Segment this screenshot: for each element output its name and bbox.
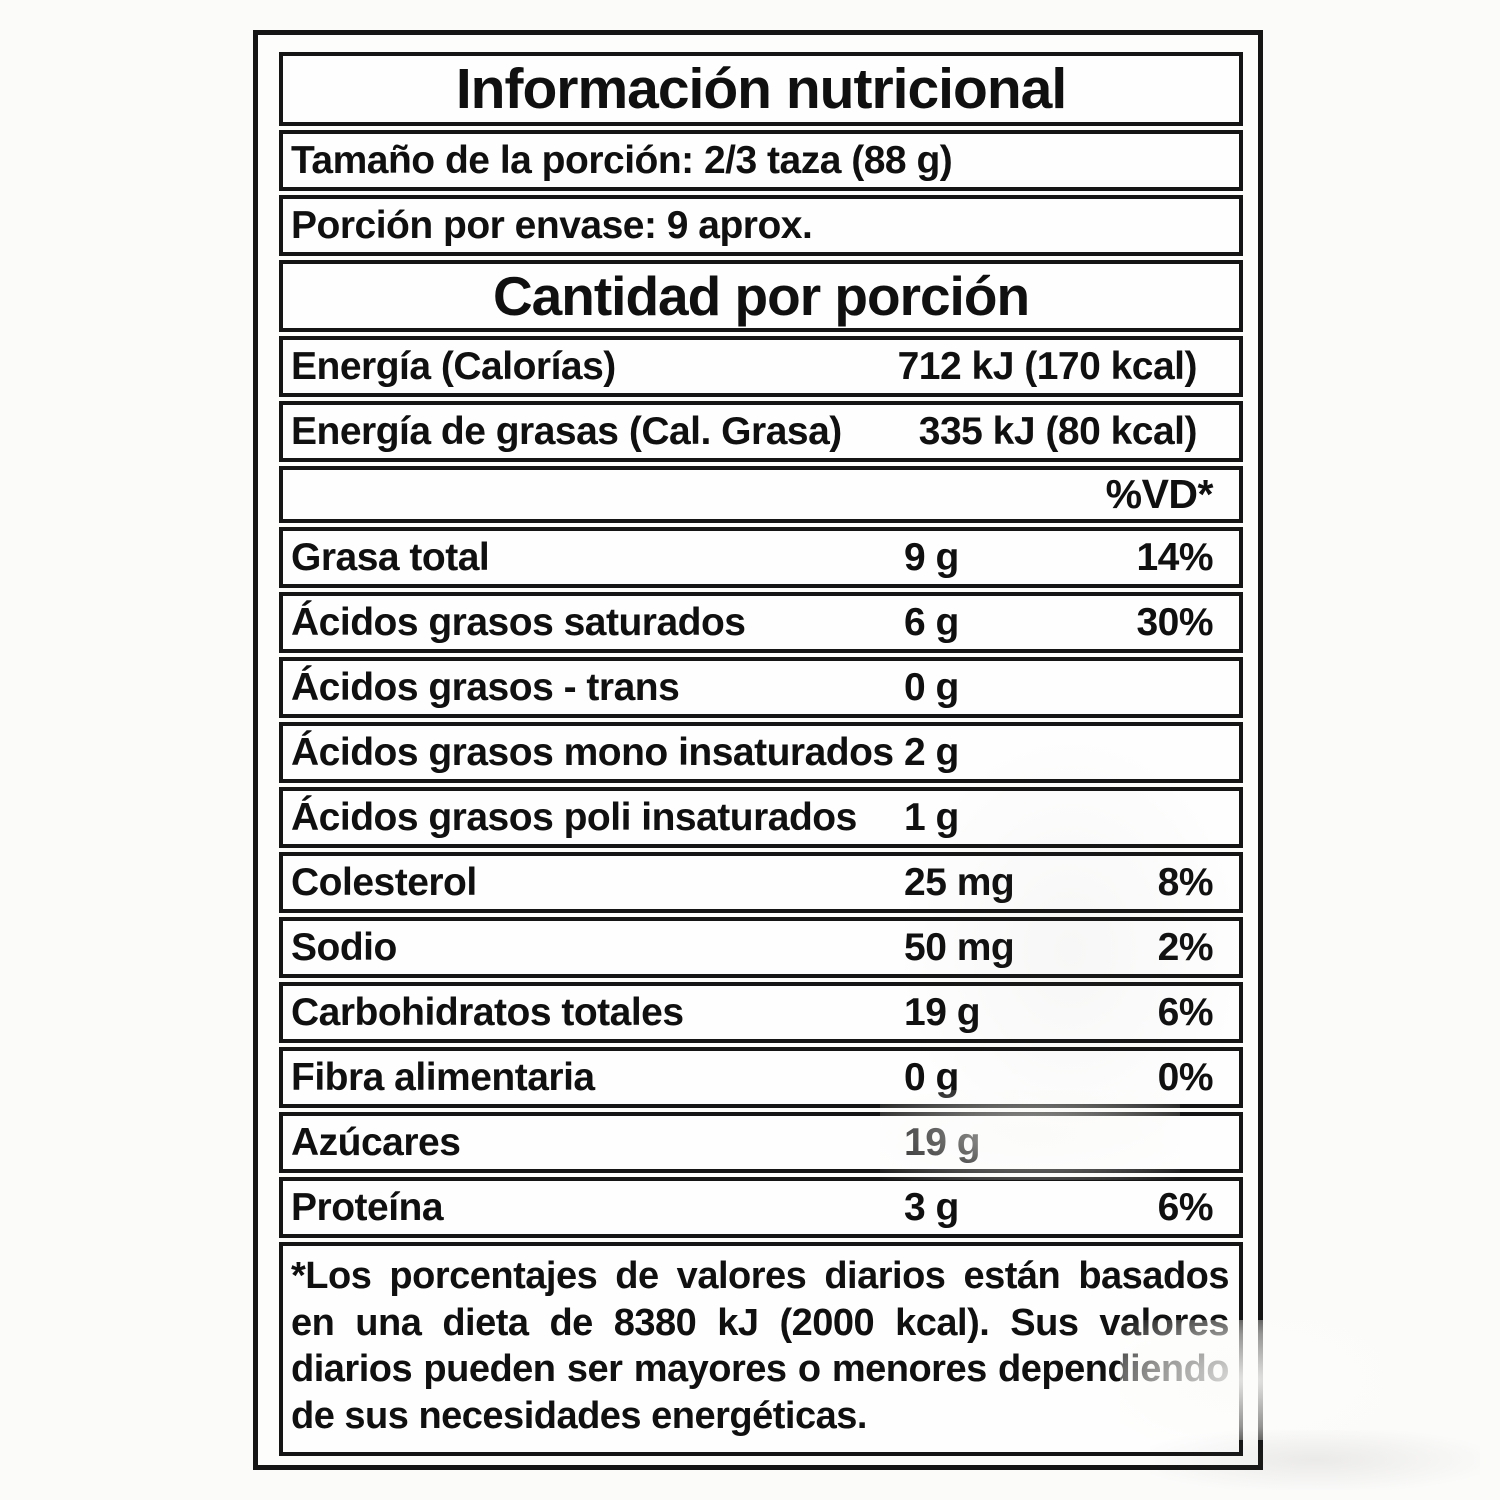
label-title: Información nutricional xyxy=(279,52,1243,126)
nutrient-row: Ácidos grasos - trans 0 g xyxy=(279,657,1243,718)
nutrient-row-name: Ácidos grasos saturados xyxy=(291,600,746,644)
nutrition-label: Información nutricional Tamaño de la por… xyxy=(253,30,1263,1470)
footnote: *Los porcentajes de valores diarios está… xyxy=(279,1242,1243,1456)
nutrient-row-name: Proteína xyxy=(291,1185,444,1229)
nutrient-row-amount: 2 g xyxy=(904,730,959,774)
nutrient-row-dv: 14% xyxy=(1136,535,1213,579)
nutrient-row-dv: 6% xyxy=(1157,1185,1214,1229)
nutrient-row: Azúcares 19 g xyxy=(279,1112,1243,1173)
amount-per-serving-header: Cantidad por porción xyxy=(279,260,1243,332)
servings-per-container-text: Porción por envase: 9 aprox. xyxy=(291,203,813,247)
nutrient-row-name: Colesterol xyxy=(291,860,477,904)
energy-row-name: Energía de grasas (Cal. Grasa) xyxy=(291,409,842,453)
nutrient-row-name: Ácidos grasos poli insaturados xyxy=(291,795,857,839)
nutrient-row-name: Grasa total xyxy=(291,535,490,579)
nutrient-row-amount: 0 g xyxy=(904,1055,959,1099)
energy-row: Energía (Calorías) 712 kJ (170 kcal) xyxy=(279,336,1243,397)
nutrient-row-name: Carbohidratos totales xyxy=(291,990,684,1034)
nutrient-row-name: Azúcares xyxy=(291,1120,461,1164)
serving-size-row: Tamaño de la porción: 2/3 taza (88 g) xyxy=(279,130,1243,191)
nutrient-row-amount: 3 g xyxy=(904,1185,959,1229)
energy-rows: Energía (Calorías) 712 kJ (170 kcal) Ene… xyxy=(279,336,1243,462)
daily-value-header-row: %VD* xyxy=(279,466,1243,523)
nutrient-row: Ácidos grasos poli insaturados 1 g xyxy=(279,787,1243,848)
nutrient-row: Fibra alimentaria 0 g 0% xyxy=(279,1047,1243,1108)
nutrient-row-name: Ácidos grasos mono insaturados xyxy=(291,730,894,774)
nutrient-row-amount: 19 g xyxy=(904,1120,981,1164)
energy-row-name: Energía (Calorías) xyxy=(291,344,616,388)
nutrient-row: Ácidos grasos saturados 6 g 30% xyxy=(279,592,1243,653)
nutrient-row-amount: 19 g xyxy=(904,990,981,1034)
nutrient-row-amount: 6 g xyxy=(904,600,959,644)
nutrient-row: Colesterol 25 mg 8% xyxy=(279,852,1243,913)
daily-value-header-text: %VD* xyxy=(1105,471,1214,517)
nutrient-row-name: Fibra alimentaria xyxy=(291,1055,595,1099)
energy-row: Energía de grasas (Cal. Grasa) 335 kJ (8… xyxy=(279,401,1243,462)
nutrient-row: Proteína 3 g 6% xyxy=(279,1177,1243,1238)
servings-per-container-row: Porción por envase: 9 aprox. xyxy=(279,195,1243,256)
nutrient-row: Grasa total 9 g 14% xyxy=(279,527,1243,588)
nutrient-row-name: Ácidos grasos - trans xyxy=(291,665,680,709)
energy-row-amount: 712 kJ (170 kcal) xyxy=(897,344,1198,388)
nutrient-row-amount: 25 mg xyxy=(904,860,1015,904)
nutrient-row-name: Sodio xyxy=(291,925,397,969)
nutrient-rows: Grasa total 9 g 14% Ácidos grasos satura… xyxy=(279,527,1243,1238)
serving-size-text: Tamaño de la porción: 2/3 taza (88 g) xyxy=(291,138,953,182)
nutrient-row: Carbohidratos totales 19 g 6% xyxy=(279,982,1243,1043)
nutrient-row-amount: 1 g xyxy=(904,795,959,839)
nutrient-row-dv: 0% xyxy=(1157,1055,1214,1099)
nutrient-row-dv: 30% xyxy=(1136,600,1213,644)
nutrient-row-dv: 2% xyxy=(1157,925,1214,969)
nutrient-row-dv: 6% xyxy=(1157,990,1214,1034)
nutrient-row-amount: 9 g xyxy=(904,535,959,579)
nutrient-row-amount: 50 mg xyxy=(904,925,1015,969)
nutrient-row: Ácidos grasos mono insaturados 2 g xyxy=(279,722,1243,783)
nutrient-row-dv: 8% xyxy=(1157,860,1214,904)
nutrient-row-amount: 0 g xyxy=(904,665,959,709)
energy-row-amount: 335 kJ (80 kcal) xyxy=(918,409,1198,453)
nutrient-row: Sodio 50 mg 2% xyxy=(279,917,1243,978)
